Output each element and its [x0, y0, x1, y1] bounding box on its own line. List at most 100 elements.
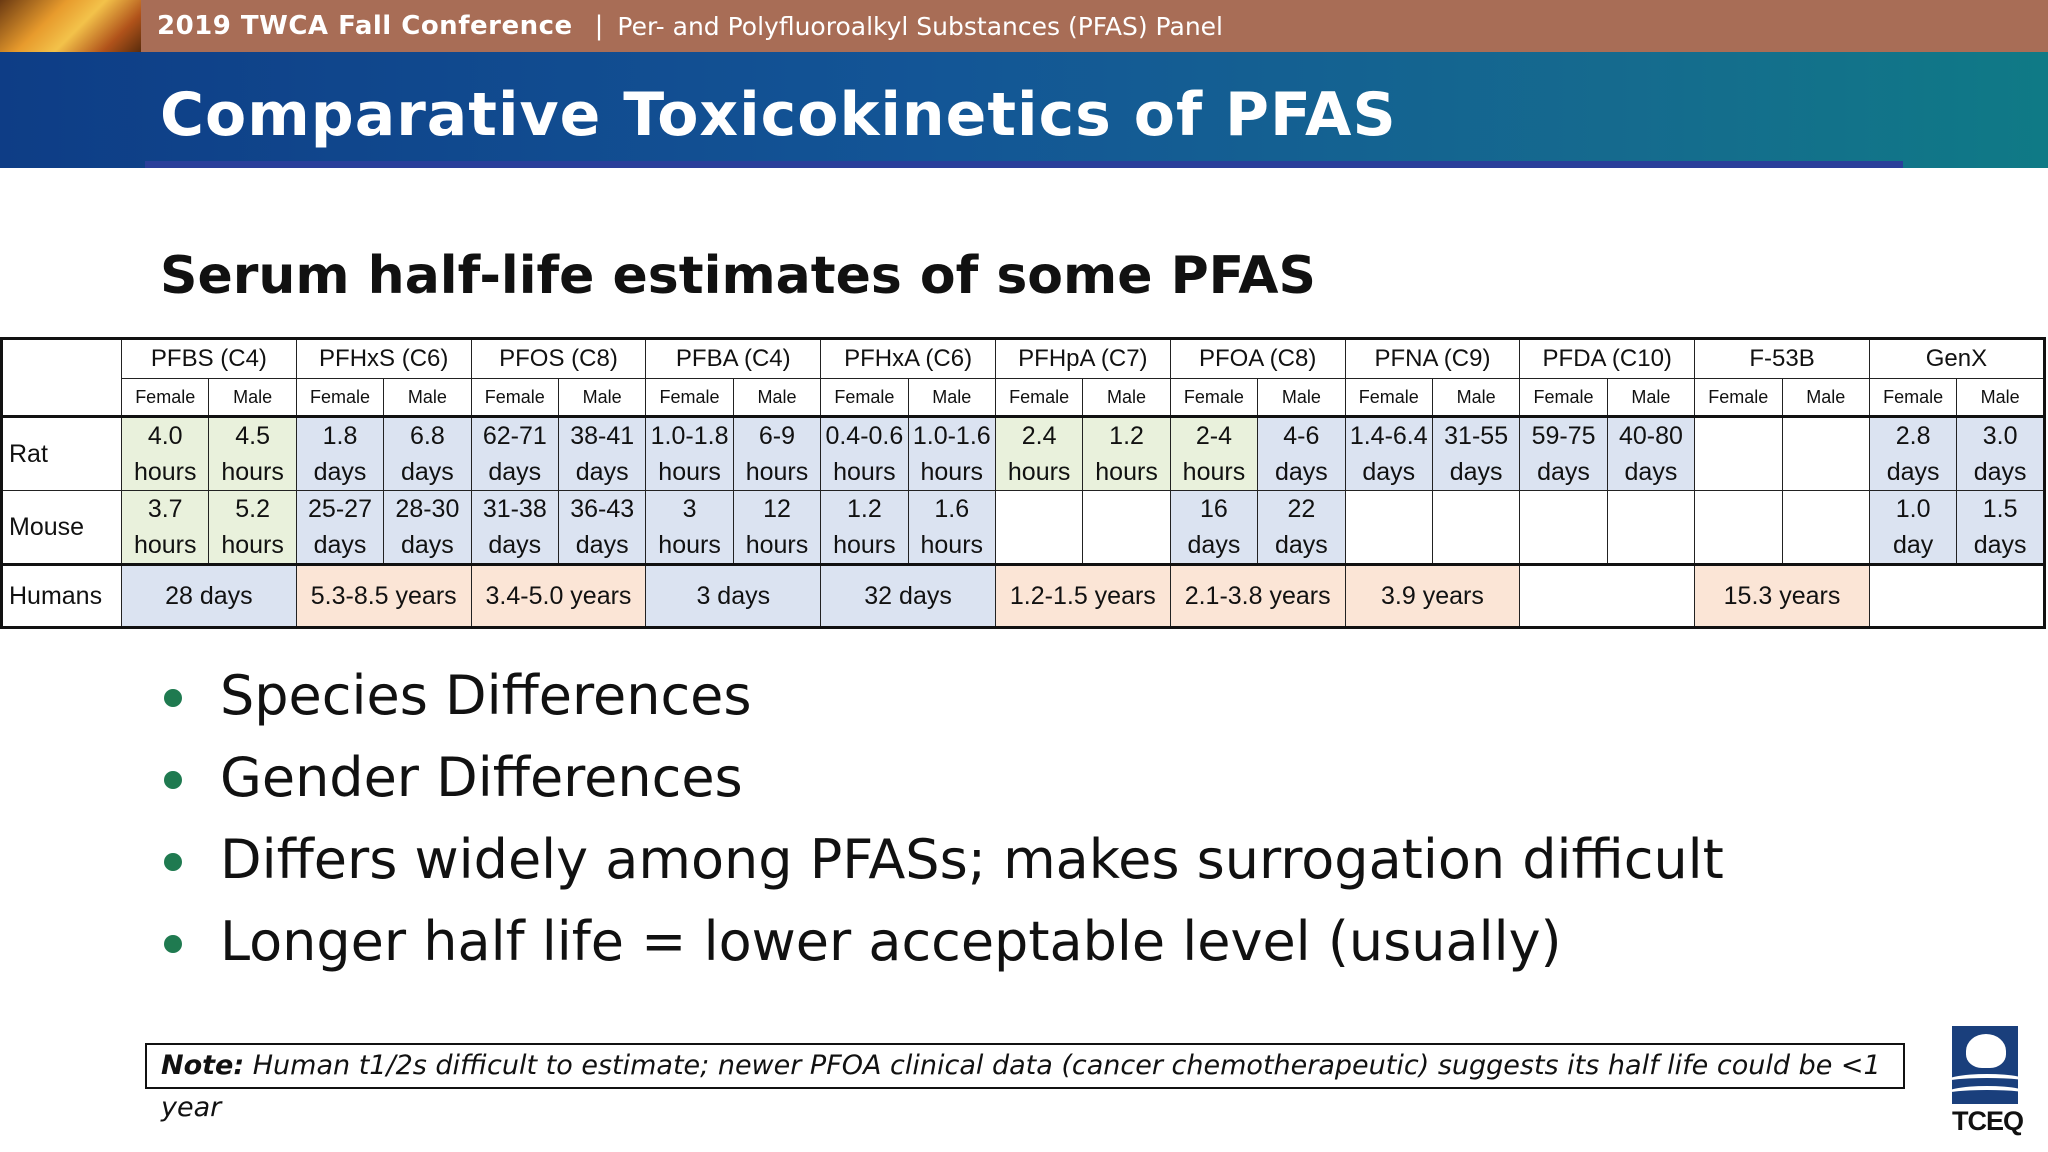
note-label: Note:	[161, 1050, 245, 1081]
compound-header: PFDA (C10)	[1519, 338, 1696, 379]
bullet-text: Longer half life = lower acceptable leve…	[220, 910, 1562, 973]
compound-header: PFOS (C8)	[470, 338, 647, 379]
rat-value-cell: 2.8 days	[1868, 416, 1958, 491]
rat-value-cell: 1.4-6.4 days	[1344, 416, 1433, 491]
sex-header-row: Female Male Female Male Female Male Female Male…	[1, 378, 2045, 417]
humans-value-cell: 3 days	[645, 564, 822, 628]
compound-header: F-53B	[1694, 338, 1870, 379]
logo-text: TCEQ	[1952, 1106, 2024, 1136]
male-header: Male	[907, 378, 996, 417]
male-header: Male	[1082, 378, 1171, 417]
compound-header: PFHxS (C6)	[295, 338, 472, 379]
female-header: Female	[121, 378, 210, 417]
rat-value-cell: 4.0 hours	[121, 416, 210, 491]
male-header: Male	[1257, 378, 1346, 417]
half-life-table: PFBS (C4) PFHxS (C6) PFOS (C8) PFBA (C4) PFH…	[0, 337, 2046, 629]
compound-header: PFNA (C9)	[1344, 338, 1521, 379]
female-header: Female	[1519, 378, 1608, 417]
rat-value-cell: 31-55 days	[1431, 416, 1521, 491]
mouse-value-cell: 3.7 hours	[121, 490, 210, 565]
top-banner: 2019 TWCA Fall Conference | Per- and Pol…	[0, 0, 2048, 52]
rat-value-cell: 1.0-1.6 hours	[907, 416, 996, 491]
table-row-rat: Rat 4.0 hours 4.5 hours 1.8 days 6.8 days 62…	[0, 416, 2045, 491]
species-label-rat: Rat	[0, 416, 123, 491]
bullet-text: Gender Differences	[220, 746, 743, 809]
slide-title: Comparative Toxicokinetics of PFAS	[160, 80, 1397, 150]
mouse-value-cell	[1082, 490, 1171, 565]
female-header: Female	[645, 378, 734, 417]
compound-header: PFBS (C4)	[121, 338, 297, 379]
bullet-text: Species Differences	[220, 664, 752, 727]
mouse-value-cell	[1431, 490, 1521, 565]
table-row-humans: Humans 28 days 5.3-8.5 years 3.4-5.0 years…	[0, 564, 2046, 628]
mouse-value-cell	[1694, 490, 1783, 565]
humans-value-cell: 15.3 years	[1694, 564, 1870, 628]
mouse-value-cell: 25-27 days	[295, 490, 385, 565]
mouse-value-cell	[1519, 490, 1608, 565]
mouse-value-cell: 36-43 days	[557, 490, 647, 565]
compound-header: PFBA (C4)	[645, 338, 822, 379]
humans-value-cell	[1519, 564, 1696, 628]
note-box: Note: Human t1/2s difficult to estimate;…	[145, 1043, 1905, 1123]
rat-value-cell	[1694, 416, 1783, 491]
female-header: Female	[1694, 378, 1783, 417]
humans-value-cell: 1.2-1.5 years	[994, 564, 1171, 628]
rat-value-cell: 6.8 days	[383, 416, 472, 491]
compound-header: PFHxA (C6)	[820, 338, 996, 379]
humans-value-cell: 5.3-8.5 years	[295, 564, 472, 628]
female-header: Female	[295, 378, 385, 417]
rat-value-cell: 59-75 days	[1519, 416, 1608, 491]
rat-value-cell	[1781, 416, 1870, 491]
rat-value-cell: 3.0 days	[1956, 416, 2045, 491]
bullet-dot-icon	[164, 771, 182, 789]
mouse-value-cell	[1344, 490, 1433, 565]
bullet-dot-icon	[164, 689, 182, 707]
male-header: Male	[1431, 378, 1521, 417]
female-header: Female	[1868, 378, 1958, 417]
mouse-value-cell	[994, 490, 1084, 565]
rat-value-cell: 6-9 hours	[732, 416, 822, 491]
slide-subtitle: Serum half-life estimates of some PFAS	[160, 246, 1316, 306]
female-header: Female	[994, 378, 1084, 417]
male-header: Male	[208, 378, 297, 417]
bullet-item: Differs widely among PFASs; makes surrog…	[160, 819, 1724, 901]
humans-value-cell: 3.4-5.0 years	[470, 564, 647, 628]
species-label-mouse: Mouse	[0, 490, 123, 565]
compound-header: PFHpA (C7)	[994, 338, 1171, 379]
female-header: Female	[1344, 378, 1433, 417]
rat-value-cell: 2-4 hours	[1169, 416, 1259, 491]
bullet-text: Differs widely among PFASs; makes surrog…	[220, 828, 1724, 891]
mouse-value-cell: 1.2 hours	[820, 490, 909, 565]
male-header: Male	[1781, 378, 1870, 417]
rat-value-cell: 62-71 days	[470, 416, 559, 491]
panel-name: Per- and Polyfluoroalkyl Substances (PFA…	[617, 11, 1223, 41]
mouse-value-cell: 3 hours	[645, 490, 734, 565]
species-label-humans: Humans	[0, 564, 123, 628]
corner-cell	[0, 338, 123, 417]
compound-header: PFOA (C8)	[1169, 338, 1346, 379]
humans-value-cell: 3.9 years	[1344, 564, 1521, 628]
female-header: Female	[1169, 378, 1259, 417]
female-header: Female	[820, 378, 909, 417]
humans-value-cell: 32 days	[820, 564, 996, 628]
bullet-item: Gender Differences	[160, 737, 1724, 819]
rat-value-cell: 1.2 hours	[1082, 416, 1171, 491]
rat-value-cell: 1.0-1.8 hours	[645, 416, 734, 491]
compound-header-row: PFBS (C4) PFHxS (C6) PFOS (C8) PFBA (C4) PFH…	[0, 338, 2046, 417]
rat-value-cell: 40-80 days	[1606, 416, 1696, 491]
male-header: Male	[383, 378, 472, 417]
male-header: Male	[732, 378, 822, 417]
conference-name: 2019 TWCA Fall Conference	[157, 11, 573, 41]
mouse-value-cell: 28-30 days	[383, 490, 472, 565]
humans-value-cell	[1868, 564, 2046, 628]
mouse-value-cell: 1.6 hours	[907, 490, 996, 565]
compound-header: GenX	[1868, 338, 2046, 379]
title-bar: Comparative Toxicokinetics of PFAS	[0, 52, 2048, 168]
bullet-dot-icon	[164, 935, 182, 953]
rat-value-cell: 4.5 hours	[208, 416, 297, 491]
mouse-value-cell	[1781, 490, 1870, 565]
mouse-value-cell: 1.5 days	[1956, 490, 2045, 565]
humans-value-cell: 2.1-3.8 years	[1169, 564, 1346, 628]
bullet-dot-icon	[164, 853, 182, 871]
humans-value-cell: 28 days	[121, 564, 297, 628]
